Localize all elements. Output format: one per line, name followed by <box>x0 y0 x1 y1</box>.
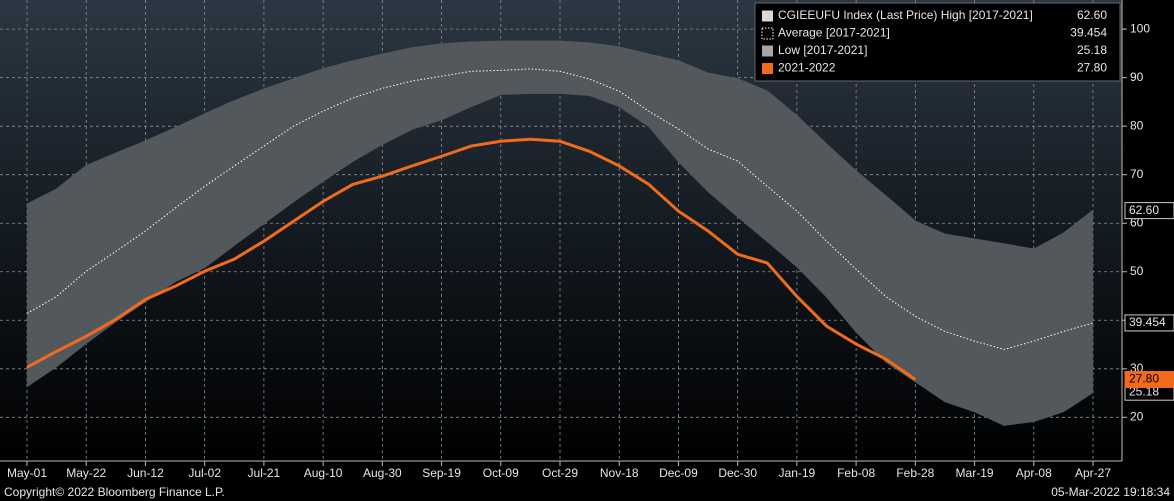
legend-swatch <box>762 45 773 57</box>
x-tick-label: Sep-19 <box>422 466 461 480</box>
series-line <box>26 68 1094 350</box>
y-tick-label: 20 <box>1130 409 1144 423</box>
x-tick-label: Jul-02 <box>188 466 221 480</box>
x-tick-label: Oct-29 <box>542 466 578 480</box>
x-tick-label: Aug-10 <box>304 466 343 480</box>
range-band <box>27 41 1093 426</box>
x-tick-label: Aug-30 <box>363 466 402 480</box>
legend-value: 25.18 <box>1077 43 1107 57</box>
x-tick-label: Oct-09 <box>483 466 519 480</box>
x-tick-label: Jul-21 <box>248 466 281 480</box>
y-tick-label: 70 <box>1130 167 1144 181</box>
last-value-label: 27.80 <box>1129 372 1159 386</box>
last-value-tag <box>1124 314 1174 332</box>
x-tick-label: Dec-09 <box>659 466 698 480</box>
legend-label: Low [2017-2021] <box>778 43 867 57</box>
legend-label: CGIEEUFU Index (Last Price) High [2017-2… <box>778 8 1033 22</box>
x-tick-label: May-01 <box>7 466 47 480</box>
copyright: Copyright© 2022 Bloomberg Finance L.P. <box>4 485 225 499</box>
last-value-tag <box>1124 370 1174 388</box>
footer <box>0 484 1174 501</box>
x-tick-label: Mar-19 <box>956 466 994 480</box>
legend-swatch <box>762 63 773 74</box>
legend-value: 62.60 <box>1077 8 1107 22</box>
legend-value: 27.80 <box>1077 61 1107 75</box>
x-tick-label: Dec-30 <box>718 466 757 480</box>
legend-swatch <box>761 27 774 40</box>
last-value-tag <box>1124 202 1174 220</box>
last-value-label: 62.60 <box>1129 203 1159 217</box>
x-tick-label: Feb-28 <box>896 466 934 480</box>
legend-label: 2021-2022 <box>778 61 836 75</box>
legend-swatch <box>762 10 773 22</box>
y-tick-label: 80 <box>1130 118 1144 132</box>
legend-label: Average [2017-2021] <box>778 26 890 40</box>
x-tick-label: Apr-08 <box>1016 466 1052 480</box>
x-tick-label: Apr-27 <box>1075 466 1111 480</box>
timestamp: 05-Mar-2022 19:18:34 <box>1051 485 1170 499</box>
x-tick-label: May-22 <box>66 466 106 480</box>
series-line <box>26 40 1094 251</box>
legend-value: 39.454 <box>1070 26 1107 40</box>
y-tick-label: 50 <box>1130 264 1144 278</box>
last-value-label: 39.454 <box>1129 315 1166 329</box>
x-tick-label: Jan-19 <box>779 466 816 480</box>
x-tick-label: Feb-08 <box>837 466 875 480</box>
series-line <box>26 137 917 381</box>
x-tick-label: Jun-12 <box>127 466 164 480</box>
y-tick-label: 100 <box>1130 21 1150 35</box>
series-line <box>26 92 1094 426</box>
y-tick-label: 90 <box>1130 70 1144 84</box>
x-tick-label: Nov-18 <box>600 466 639 480</box>
legend-box <box>754 2 1121 82</box>
